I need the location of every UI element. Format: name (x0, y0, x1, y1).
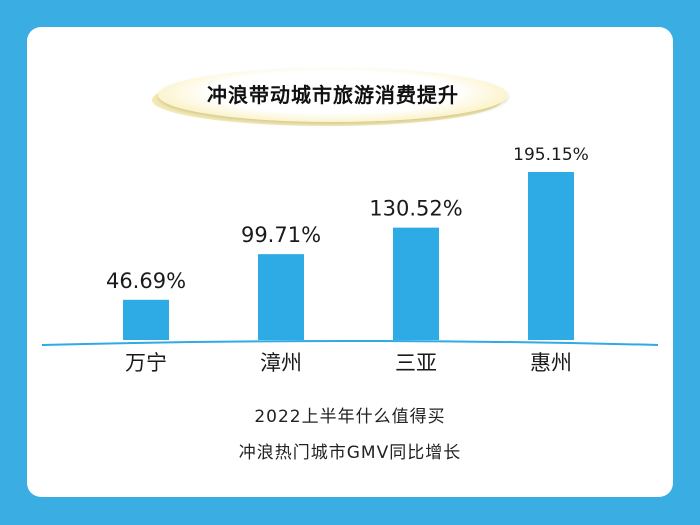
bar-3 (528, 172, 574, 340)
bar-0 (123, 299, 169, 340)
category-label-3: 惠州 (530, 351, 572, 375)
bar-value-label-1: 99.71% (241, 223, 321, 247)
caption-line-1: 2022上半年什么值得买 (254, 407, 446, 427)
bar-value-label-2: 130.52% (369, 197, 462, 221)
bar-value-label-3: 195.15% (513, 145, 589, 165)
x-axis-baseline (41, 340, 659, 346)
title-banner (158, 68, 508, 122)
category-label-1: 漳州 (260, 351, 302, 375)
bar-1 (258, 254, 304, 340)
caption-line-2: 冲浪热门城市GMV同比增长 (238, 443, 462, 463)
category-label-2: 三亚 (395, 351, 437, 375)
chart-title: 冲浪带动城市旅游消费提升 (207, 83, 459, 107)
category-label-0: 万宁 (125, 351, 167, 375)
bar-value-label-0: 46.69% (106, 269, 186, 293)
bar-2 (393, 227, 439, 340)
